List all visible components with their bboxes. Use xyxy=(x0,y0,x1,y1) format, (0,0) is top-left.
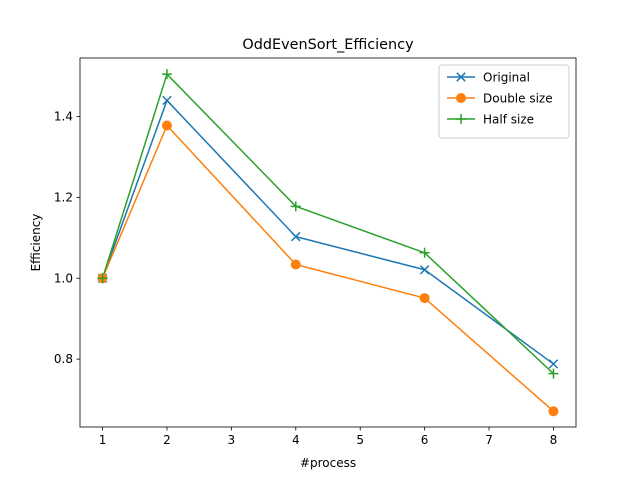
x-tick-label: 3 xyxy=(228,433,236,447)
data-point-marker xyxy=(97,273,108,284)
legend-marker-swatch xyxy=(456,93,466,103)
x-tick-label: 2 xyxy=(163,433,171,447)
data-point-marker xyxy=(291,231,301,242)
y-tick-label: 1.2 xyxy=(54,190,73,204)
x-tick-label: 1 xyxy=(99,433,107,447)
data-point-marker xyxy=(419,247,430,258)
y-tick-label: 0.8 xyxy=(54,352,73,366)
x-tick-label: 7 xyxy=(485,433,493,447)
legend-label: Original xyxy=(483,71,530,85)
legend-marker-swatch xyxy=(456,72,466,82)
series-line-original xyxy=(101,99,554,365)
x-axis-label: #process xyxy=(300,456,356,470)
y-tick-label: 1.4 xyxy=(54,110,73,124)
data-point-marker xyxy=(548,368,559,379)
y-axis-label: Efficiency xyxy=(29,214,43,272)
data-point-marker xyxy=(419,265,430,275)
legend-label: Half size xyxy=(483,113,534,127)
plot-frame-group xyxy=(79,57,577,428)
x-tick-label: 5 xyxy=(356,433,364,447)
plot-area xyxy=(79,57,577,428)
chart-title: OddEvenSort_Efficiency xyxy=(242,37,414,53)
x-tick-label: 8 xyxy=(550,433,558,447)
x-axis-ticks: 1 2 3 4 5 6 7 8 xyxy=(99,427,558,447)
data-point-marker xyxy=(419,293,430,304)
x-tick-label: 4 xyxy=(292,433,300,447)
series-markers xyxy=(97,69,559,417)
x-tick-label: 6 xyxy=(421,433,429,447)
legend: Original Double size Half size xyxy=(438,64,570,139)
y-tick-label: 1.0 xyxy=(54,271,73,285)
data-point-marker xyxy=(162,95,172,106)
data-point-marker xyxy=(161,69,172,80)
legend-label: Double size xyxy=(483,92,553,106)
data-point-marker xyxy=(161,120,172,131)
legend-marker-swatch xyxy=(456,114,466,124)
data-point-marker xyxy=(290,259,301,270)
data-point-marker xyxy=(548,359,559,369)
data-point-marker xyxy=(290,201,301,212)
series-line-double-size xyxy=(101,124,554,412)
y-axis-ticks: 0.8 1.0 1.2 1.4 xyxy=(54,110,80,366)
data-point-marker xyxy=(548,406,559,417)
